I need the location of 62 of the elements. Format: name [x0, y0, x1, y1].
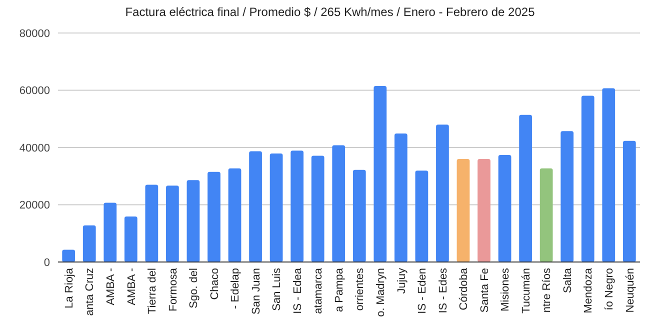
x-tick-label: Córdoba: [458, 267, 470, 310]
x-tick-label: Sgo. del: [188, 268, 200, 308]
bar: [478, 158, 490, 262]
bar: [270, 154, 283, 262]
bar: [540, 168, 553, 262]
x-tick-label: - Edelap: [230, 268, 242, 309]
x-tick-label: IS - Edea: [292, 267, 304, 314]
x-tick-label: San Luis: [271, 268, 284, 311]
bar: [602, 88, 616, 262]
bar: [290, 150, 304, 262]
x-tick-label: AMBA -: [126, 268, 138, 306]
x-tick-label: Chaco: [208, 268, 221, 300]
x-tick-label: atamarca: [312, 267, 325, 314]
y-tick-label: 0: [44, 256, 50, 269]
bar: [104, 202, 117, 262]
x-tick-label: Mendoza: [582, 267, 595, 314]
x-tick-label: Tucumán: [520, 268, 532, 314]
bar: [352, 170, 366, 262]
bar: [622, 140, 636, 262]
bar: [332, 145, 346, 262]
bar: [208, 172, 220, 262]
x-tick-label: Formosa: [167, 267, 180, 312]
y-tick-label: 60000: [19, 85, 50, 98]
bar: [436, 124, 449, 262]
bar: [249, 151, 262, 262]
y-tick-label: 20000: [19, 200, 50, 212]
x-tick-label: Misiones: [500, 268, 512, 312]
x-tick-label: La Rioja: [63, 267, 76, 308]
bar: [394, 133, 408, 262]
bar: [456, 158, 470, 262]
x-tick-label: Santa Fe: [478, 268, 491, 313]
bar: [519, 114, 532, 262]
x-tick-label: Neuquén: [624, 268, 636, 313]
chart-title: Factura eléctrica final / Promedio $ / 265 Kwh/mes / Enero - Febrero de 2025: [125, 5, 536, 19]
bar: [581, 96, 594, 262]
x-tick-label: orrientes: [354, 268, 366, 311]
bar: [166, 186, 179, 262]
x-tick-label: o. Madryn: [375, 268, 388, 317]
bar: [498, 154, 512, 262]
x-tick-label: ntre Ríos: [541, 268, 554, 313]
bar: [560, 131, 574, 262]
x-tick-label: IS - Eden: [416, 268, 429, 314]
x-tick-label: anta Cruz: [84, 268, 96, 316]
y-tick-label: 80000: [19, 28, 50, 40]
bar: [415, 170, 428, 262]
bar: [62, 250, 76, 262]
x-tick-label: Salta: [562, 267, 574, 294]
bar: [145, 184, 158, 262]
x-tick-label: Tierra del: [146, 268, 159, 314]
y-tick-label: 40000: [19, 142, 50, 154]
bar: [186, 180, 200, 262]
x-tick-label: San Juan: [250, 268, 262, 314]
x-tick-label: AMBA -: [104, 268, 117, 306]
bar: [311, 156, 324, 262]
bar: [228, 168, 242, 262]
bar: [374, 86, 387, 262]
x-tick-label: Jujuy: [396, 268, 408, 294]
x-tick-label: a Pampa: [333, 267, 346, 312]
bar: [82, 225, 96, 262]
bar: [124, 216, 138, 262]
x-tick-label: ío Negro: [603, 268, 616, 310]
x-tick-label: IS - Edes: [437, 268, 450, 314]
